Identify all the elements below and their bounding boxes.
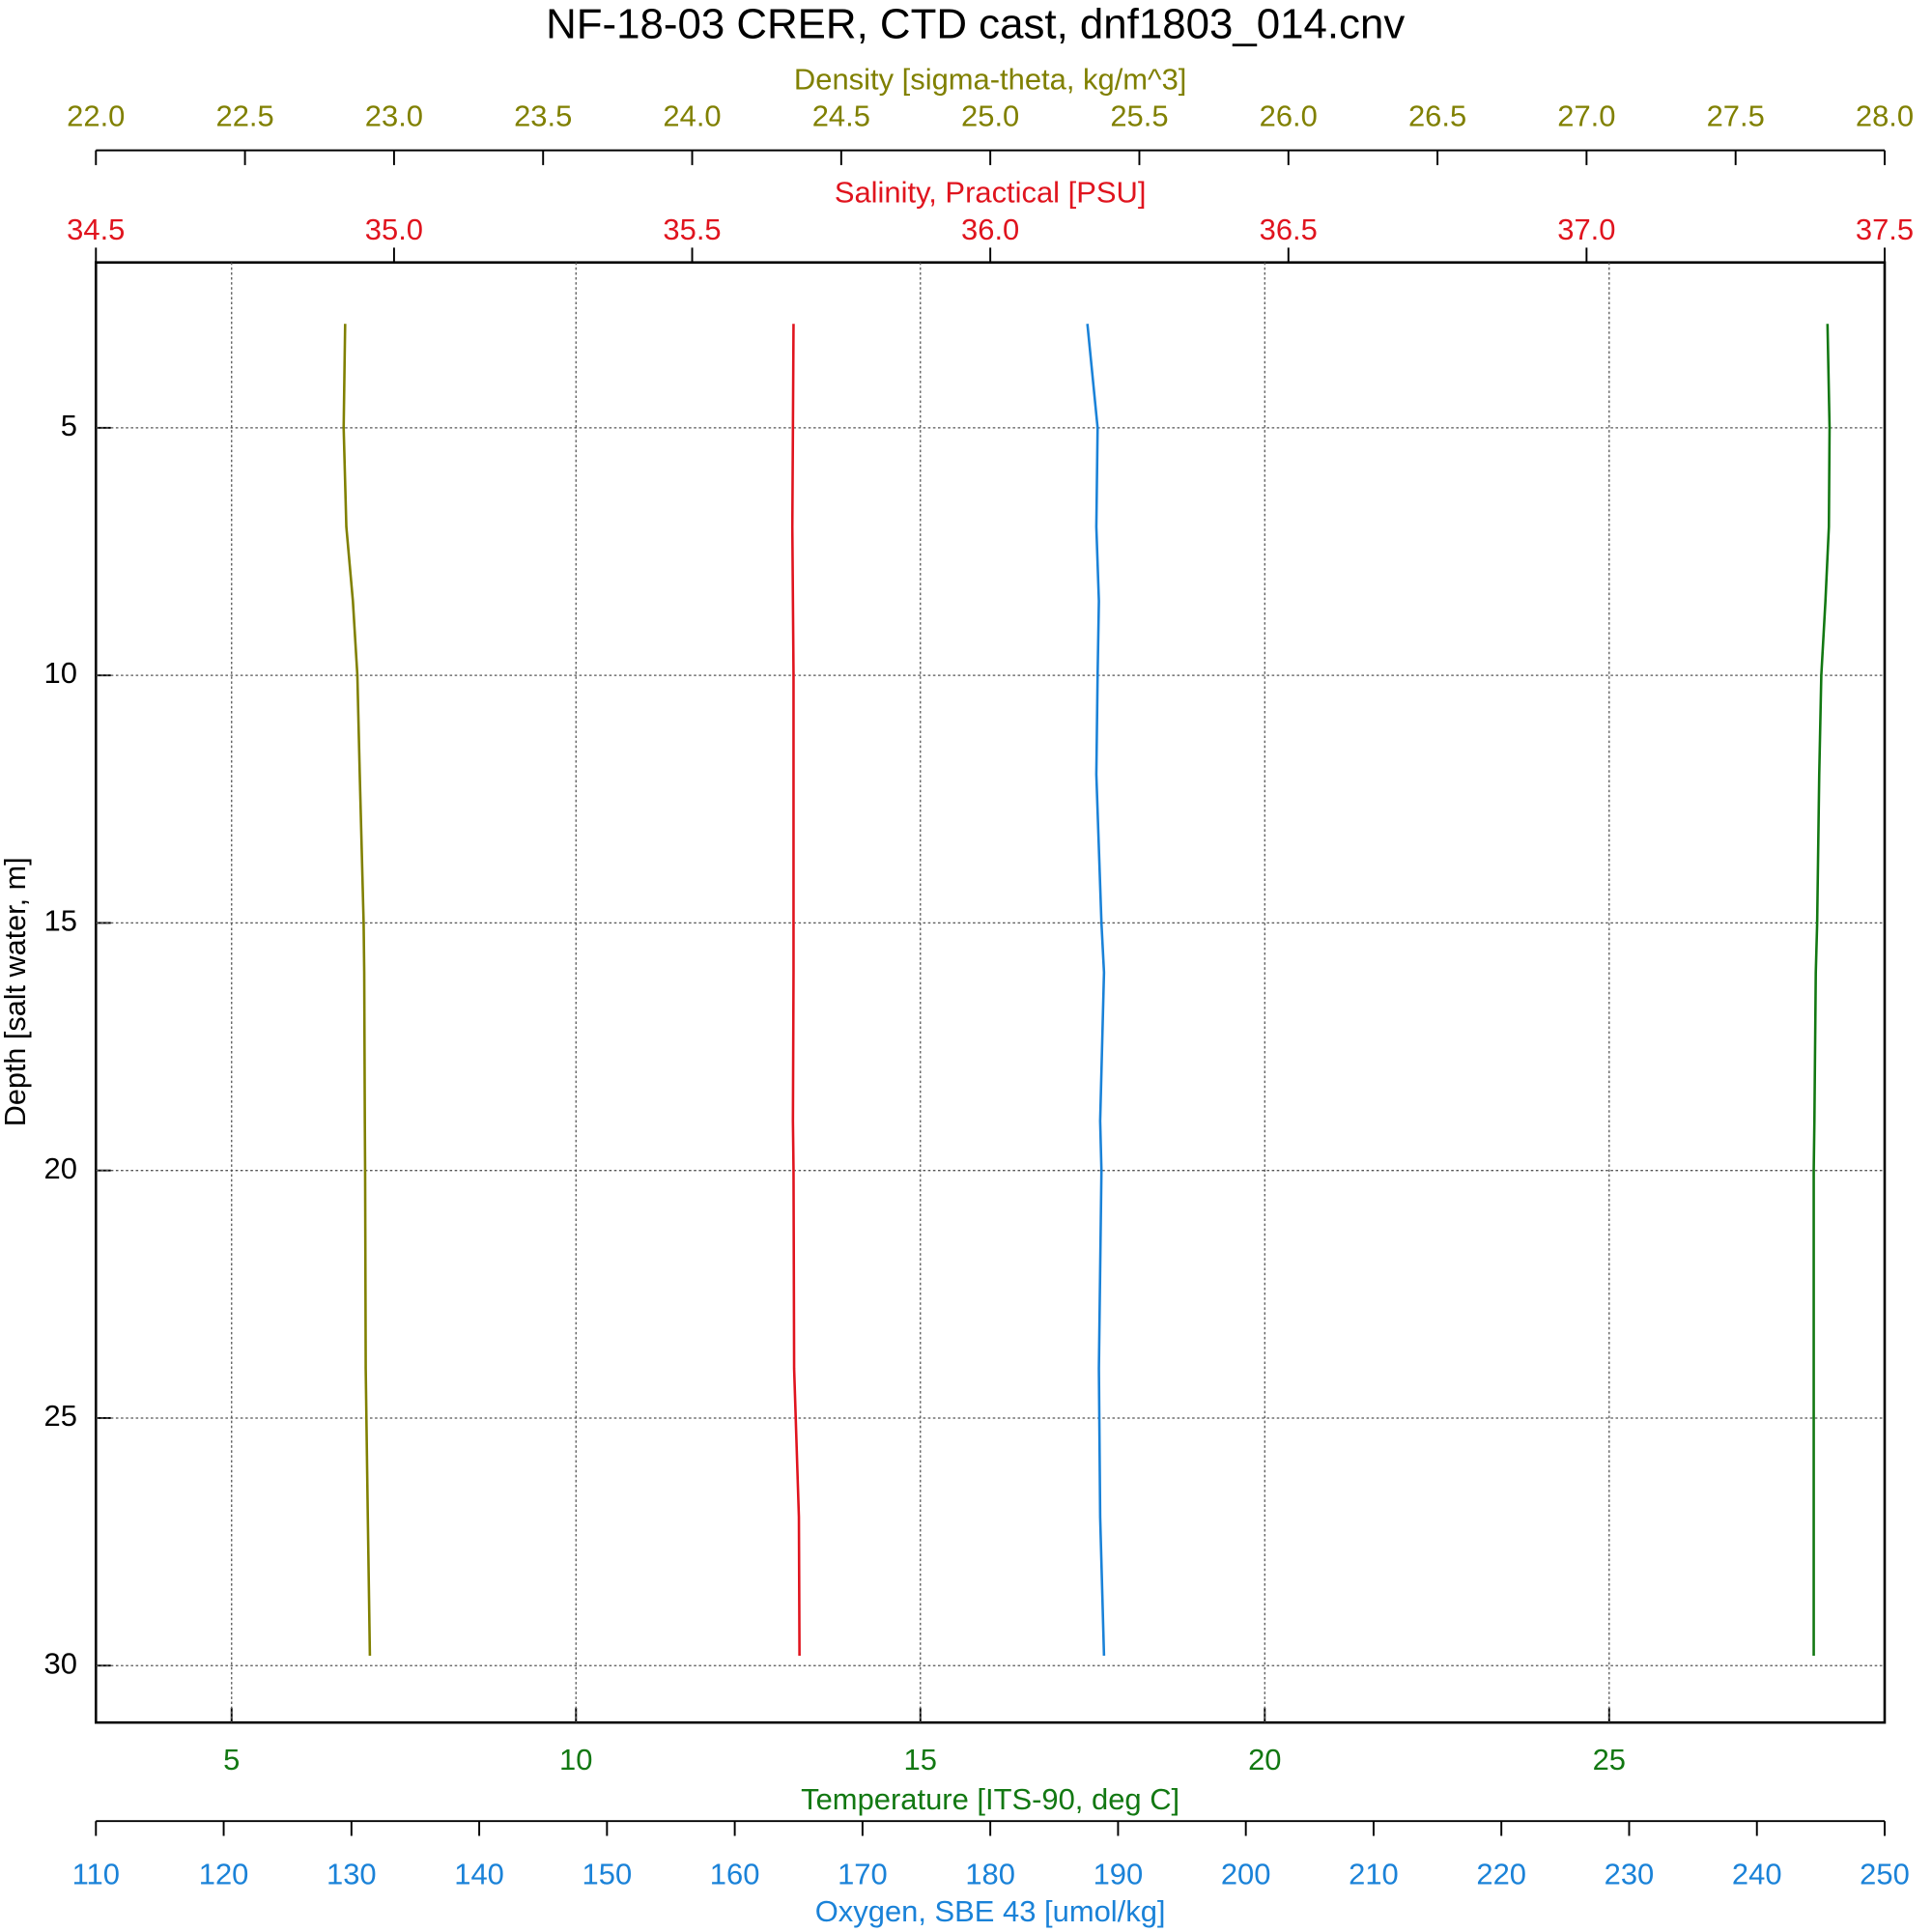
x-tick-label: 240 — [1732, 1858, 1782, 1891]
x-tick-label: 27.5 — [1707, 99, 1765, 133]
x-tick-label: 22.5 — [215, 99, 273, 133]
x-tick-label: 10 — [559, 1743, 592, 1776]
x-tick-label: 35.5 — [663, 213, 721, 246]
x-tick-label: 170 — [838, 1858, 888, 1891]
y-tick-label: 10 — [44, 656, 77, 690]
x-tick-label: 37.0 — [1557, 213, 1615, 246]
x-tick-label: 250 — [1860, 1858, 1910, 1891]
x-tick-label: 24.5 — [812, 99, 870, 133]
x-tick-label: 35.0 — [365, 213, 423, 246]
y-tick-label: 15 — [44, 904, 77, 938]
x-tick-label: 150 — [582, 1858, 633, 1891]
x-tick-label: 120 — [199, 1858, 249, 1891]
x-tick-label: 28.0 — [1856, 99, 1914, 133]
profile-line — [1812, 324, 1832, 1656]
y-tick-label: 20 — [44, 1151, 77, 1185]
x-tick-label: 23.5 — [514, 99, 572, 133]
x-tick-label: 23.0 — [365, 99, 423, 133]
x-tick-label: 25.0 — [961, 99, 1019, 133]
x-tick-label: 200 — [1221, 1858, 1271, 1891]
profile-line — [790, 324, 801, 1656]
axis-title: Salinity, Practical [PSU] — [835, 176, 1147, 210]
x-tick-label: 27.0 — [1557, 99, 1615, 133]
x-tick-label: 26.5 — [1408, 99, 1466, 133]
x-tick-label: 20 — [1248, 1743, 1281, 1776]
x-tick-label: 25 — [1593, 1743, 1626, 1776]
x-tick-label: 24.0 — [663, 99, 721, 133]
y-axis-label: Depth [salt water, m] — [0, 857, 32, 1126]
x-tick-label: 15 — [904, 1743, 937, 1776]
x-tick-label: 220 — [1476, 1858, 1526, 1891]
x-tick-label: 37.5 — [1856, 213, 1914, 246]
x-tick-label: 34.5 — [67, 213, 125, 246]
x-tick-label: 110 — [72, 1858, 120, 1891]
x-tick-label: 210 — [1349, 1858, 1399, 1891]
y-tick-label: 25 — [44, 1399, 77, 1433]
x-tick-label: 5 — [223, 1743, 240, 1776]
x-tick-label: 130 — [327, 1858, 377, 1891]
chart-title: NF-18-03 CRER, CTD cast, dnf1803_014.cnv — [546, 2, 1405, 48]
x-tick-label: 140 — [454, 1858, 504, 1891]
x-tick-label: 22.0 — [67, 99, 125, 133]
x-tick-label: 36.0 — [961, 213, 1019, 246]
axis-title: Temperature [ITS-90, deg C] — [801, 1782, 1179, 1816]
axis-title: Density [sigma-theta, kg/m^3] — [794, 62, 1186, 96]
y-tick-label: 5 — [61, 409, 77, 442]
profile-line — [1086, 324, 1106, 1657]
axis-title: Oxygen, SBE 43 [umol/kg] — [815, 1894, 1166, 1928]
x-tick-label: 190 — [1094, 1858, 1144, 1891]
profile-line — [342, 324, 372, 1656]
x-tick-label: 25.5 — [1110, 99, 1168, 133]
y-tick-label: 30 — [44, 1646, 77, 1680]
x-tick-label: 26.0 — [1260, 99, 1318, 133]
x-tick-label: 160 — [710, 1858, 760, 1891]
x-tick-label: 180 — [965, 1858, 1015, 1891]
x-tick-label: 36.5 — [1260, 213, 1318, 246]
plot-frame — [95, 261, 1887, 1724]
x-tick-label: 230 — [1605, 1858, 1655, 1891]
